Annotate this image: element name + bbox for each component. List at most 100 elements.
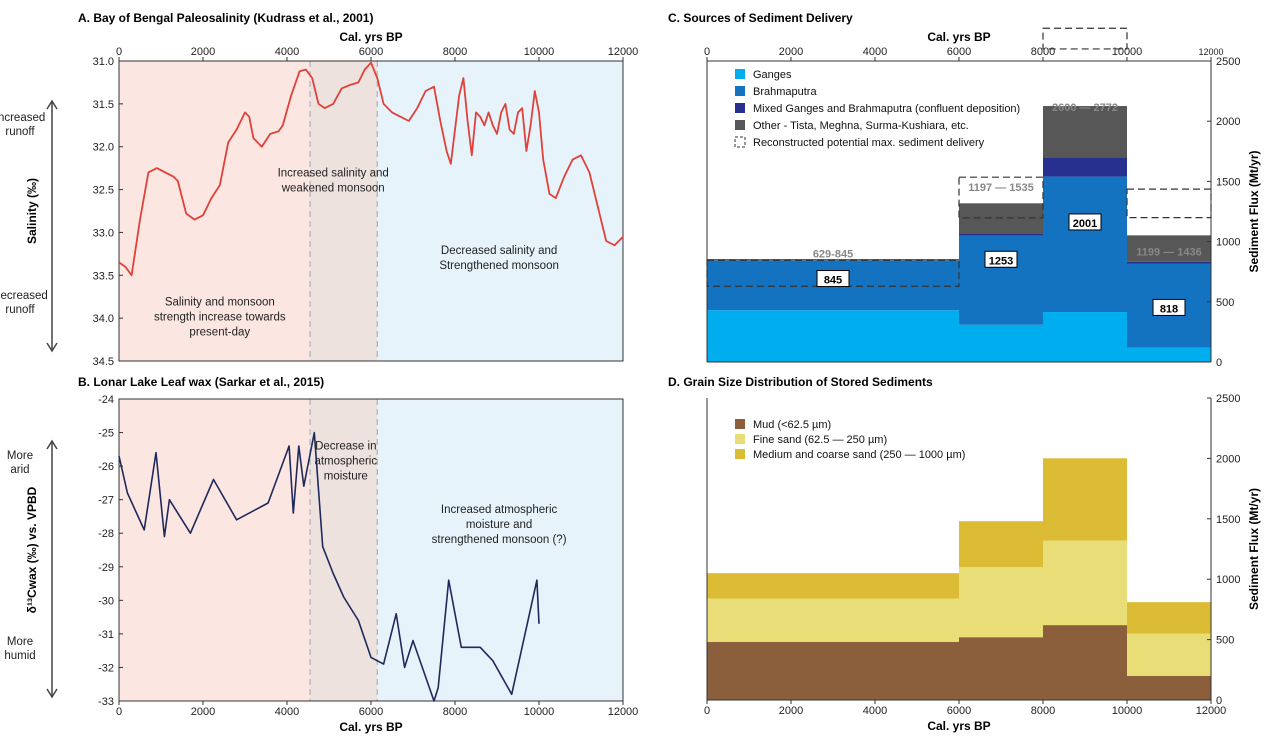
y-axis-label: Sediment Flux (Mt/yr) (1247, 488, 1261, 610)
x-tick-label: 6000 (947, 46, 971, 58)
side-label-bottom: More humid (4, 636, 35, 662)
y-axis-label: Salinity (‰) (25, 178, 39, 244)
x-axis-label: Cal. yrs BP (927, 719, 990, 733)
total-label-box (816, 270, 850, 288)
x-tick-label: 12000 (608, 46, 639, 58)
bar-segment (1043, 157, 1127, 177)
x-tick-label: 12000 (1198, 47, 1223, 57)
y-tick-label: -24 (98, 394, 114, 406)
legend-swatch-dashed (734, 136, 746, 148)
x-tick-label: 12000 (608, 706, 639, 718)
data-series-line (118, 431, 540, 702)
range-label: 1197 — 1535 (968, 182, 1033, 194)
panel-b-leaf-wax-chart: 0 2000 4000 6000 8000 10000 12000 -24 -25 -26 -27 -… (4, 375, 638, 734)
y-tick-label: 0 (1216, 695, 1222, 707)
arrow-head-up (46, 439, 58, 450)
bar-segment (959, 567, 1043, 638)
legend-entry: Brahmaputra (753, 86, 817, 98)
total-label-box (1152, 298, 1186, 316)
arrow-head-down (46, 688, 58, 699)
x-tick-label: 0 (116, 46, 122, 58)
total-label: 1253 (989, 255, 1013, 267)
chart-annotation: Decreased salinity and Strengthened monso… (439, 245, 559, 272)
bar-segment (707, 310, 959, 362)
x-tick-label: 0 (704, 705, 710, 717)
y-tick-label: -33 (98, 696, 114, 708)
bar-segment (1127, 633, 1211, 676)
legend-entry: Medium and coarse sand (250 — 1000 µm) (753, 449, 965, 461)
x-tick-label: 4000 (863, 46, 887, 58)
x-tick-label: 0 (116, 706, 122, 718)
side-label-top: Increasedrunoff (0, 112, 45, 138)
y-tick-label: -29 (98, 562, 114, 574)
y-axis-label: δ¹³Cwax (‰) vs. VPBD (25, 486, 39, 613)
side-label-top: More arid (7, 450, 33, 476)
y-tick-label: -28 (98, 528, 114, 540)
shaded-region (377, 61, 623, 361)
x-tick-label: 4000 (275, 706, 299, 718)
y-tick-label: 32.0 (93, 142, 114, 154)
bar-segment (707, 642, 959, 700)
legend-swatch (735, 449, 745, 459)
legend-entry: Ganges (753, 69, 792, 81)
total-label: 845 (824, 275, 842, 287)
y-tick-label: 2000 (1216, 116, 1240, 128)
legend-swatch (735, 69, 745, 79)
bar-segment (707, 259, 959, 261)
bar-segment (959, 324, 1043, 362)
side-label-bottom: Decreasedrunoff (0, 290, 48, 316)
shaded-region (119, 399, 311, 701)
bar-segment (959, 521, 1043, 568)
panel-title: C. Sources of Sediment Delivery (668, 11, 853, 25)
x-axis-label: Cal. yrs BP (339, 720, 402, 734)
bar-segment (1043, 625, 1127, 700)
x-tick-label: 12000 (1196, 705, 1227, 717)
y-tick-label: -25 (98, 428, 114, 440)
y-tick-label: 33.0 (93, 227, 114, 239)
y-tick-label: 31.0 (93, 56, 114, 68)
y-tick-label: 1000 (1216, 574, 1240, 586)
x-tick-label: 4000 (863, 705, 887, 717)
bar-segment (1043, 540, 1127, 626)
data-series-line (118, 61, 624, 277)
range-label: 2600 — 2772 (1052, 102, 1118, 114)
shaded-region (310, 61, 378, 361)
bar-segment (959, 203, 1043, 235)
total-label-box (984, 250, 1018, 268)
y-axis-label: Sediment Flux (Mt/yr) (1247, 150, 1261, 272)
x-axis-label: Cal. yrs BP (339, 30, 402, 44)
arrow-head-up (46, 99, 58, 110)
y-tick-label: 500 (1216, 297, 1234, 309)
panel-title: A. Bay of Bengal Paleosalinity (Kudrass … (78, 11, 373, 25)
bar-segment (1043, 176, 1127, 313)
x-tick-label: 10000 (524, 46, 555, 58)
bar-segment (1043, 458, 1127, 541)
max-delivery-box (958, 176, 1044, 219)
y-tick-label: 0 (1216, 357, 1222, 369)
legend-swatch (735, 419, 745, 429)
y-tick-label: -30 (98, 595, 114, 607)
x-tick-label: 4000 (275, 46, 299, 58)
shaded-region (310, 399, 378, 701)
x-tick-label: 0 (704, 46, 710, 58)
max-delivery-box (706, 259, 960, 287)
panel-a-salinity-chart: 0 2000 4000 6000 8000 10000 12000 31.0 31.5 32.0 3… (0, 11, 638, 368)
panel-title: D. Grain Size Distribution of Stored Sed… (668, 375, 933, 389)
legend-swatch (735, 120, 745, 130)
x-tick-label: 2000 (779, 46, 803, 58)
max-delivery-box (1126, 188, 1212, 219)
shaded-region (119, 61, 311, 361)
y-tick-label: 1500 (1216, 176, 1240, 188)
y-tick-label: 2000 (1216, 453, 1240, 465)
chart-annotation: Salinity and monsoon strength increase to… (154, 296, 286, 338)
bar-segment (707, 598, 959, 643)
panel-d-grain-size-chart: 0 2000 4000 6000 8000 10000 120000500100015002… (668, 375, 1261, 733)
arrow-head-down (46, 342, 58, 353)
x-tick-label: 10000 (524, 706, 555, 718)
legend-entry: Fine sand (62.5 — 250 µm) (753, 434, 887, 446)
max-delivery-box (1042, 27, 1128, 50)
x-axis-label: Cal. yrs BP (927, 30, 990, 44)
x-tick-label: 8000 (443, 46, 467, 58)
y-tick-label: 34.5 (93, 356, 114, 368)
